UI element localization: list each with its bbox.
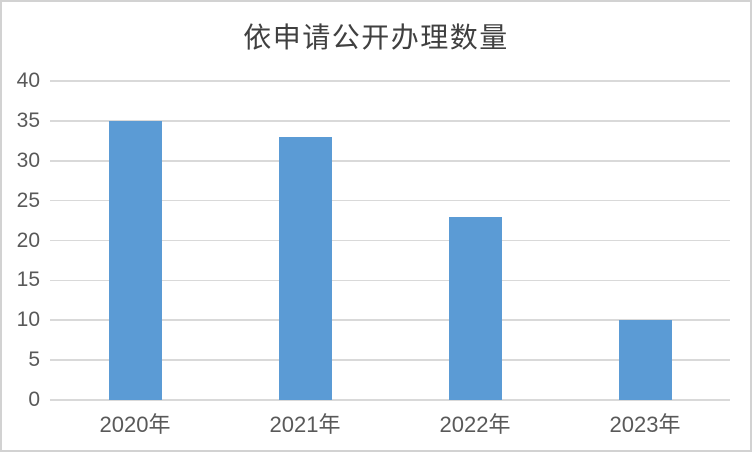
gridline-y25 (50, 199, 730, 202)
y-tick-label-40: 40 (16, 69, 40, 93)
y-tick-label-15: 15 (16, 268, 40, 292)
gridline-y15 (50, 279, 730, 282)
y-tick-label-20: 20 (16, 228, 40, 252)
x-tick-label-2020年: 2020年 (99, 412, 171, 437)
chart-title: 依申请公开办理数量 (243, 21, 509, 54)
bar-2021年 (278, 136, 332, 400)
plot-area: 0 5 10 15 20 25 30 35 40 2020年 2021年 2022年 2023年 (17, 70, 730, 436)
y-tick-label-5: 5 (28, 348, 40, 372)
y-tick-label-25: 25 (16, 188, 40, 212)
gridline-y30 (50, 159, 730, 162)
gridline-y5 (50, 359, 730, 361)
x-tick-label-2021年: 2021年 (269, 412, 341, 437)
y-tick-label-0: 0 (28, 388, 40, 412)
gridline-y40 (50, 80, 730, 82)
y-tick-label-35: 35 (16, 108, 40, 132)
bar-2022年 (448, 216, 502, 400)
bar-2023年 (618, 320, 672, 400)
bar-2020年 (108, 120, 162, 400)
gridline-y0 (50, 399, 730, 401)
x-tick-label-2022年: 2022年 (439, 412, 511, 437)
y-tick-label-10: 10 (16, 308, 40, 332)
gridline-y35 (50, 120, 730, 122)
gridline-y10 (50, 319, 730, 322)
y-tick-label-30: 30 (16, 148, 40, 172)
gridline-y20 (50, 239, 730, 242)
x-tick-label-2023年: 2023年 (609, 412, 681, 437)
